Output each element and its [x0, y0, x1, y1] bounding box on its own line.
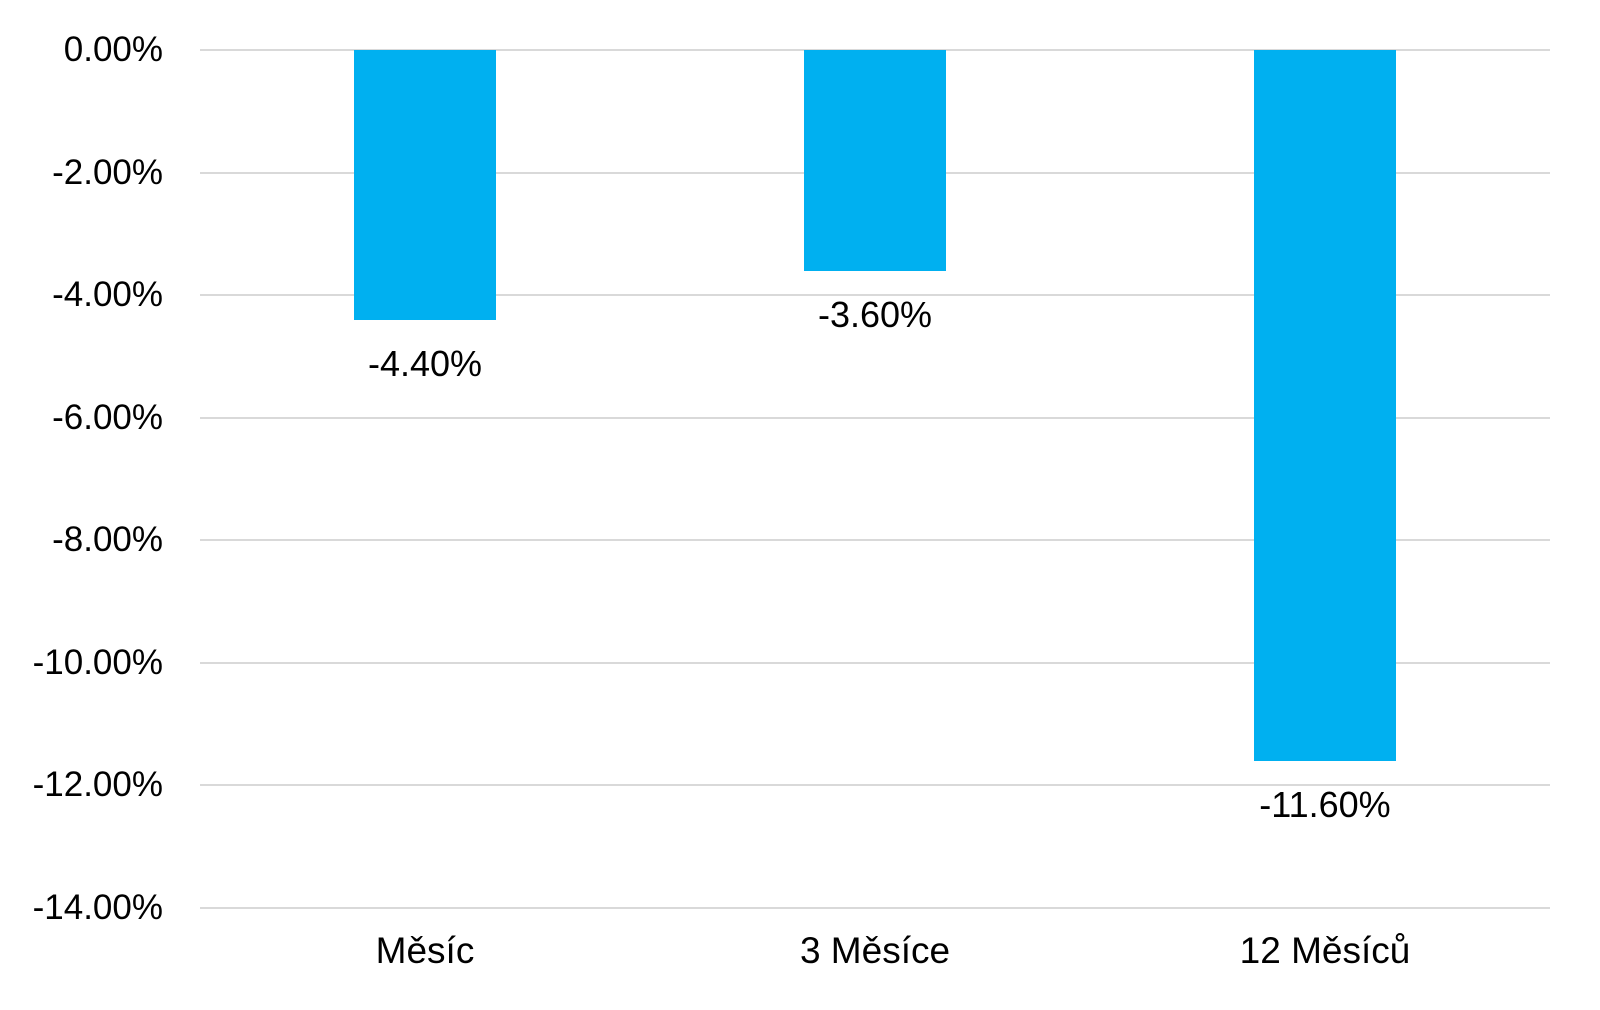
- bar-data-label: -4.40%: [367, 342, 483, 384]
- y-axis-tick-label: -8.00%: [52, 520, 163, 560]
- gridline: [200, 907, 1550, 909]
- x-axis-category-label: Měsíc: [375, 930, 475, 971]
- bar: [804, 50, 946, 271]
- gridline: [200, 294, 1550, 297]
- bar: [354, 50, 496, 320]
- gridline: [200, 539, 1550, 542]
- y-axis-tick-label: -10.00%: [32, 642, 163, 682]
- x-axis-category-label: 12 Měsíců: [1239, 930, 1411, 971]
- bar-data-label: -11.60%: [1259, 783, 1391, 825]
- gridline: [200, 416, 1550, 419]
- y-axis-tick-label: -4.00%: [52, 275, 163, 315]
- y-axis-tick-label: -14.00%: [32, 888, 163, 927]
- bar-data-label: -3.60%: [817, 293, 933, 335]
- y-axis-tick-label: 0.00%: [63, 30, 163, 69]
- gridline: [200, 784, 1550, 787]
- x-axis-category-label: 3 Měsíce: [799, 930, 951, 971]
- y-axis-tick-label: -12.00%: [32, 765, 163, 805]
- bar: [1254, 50, 1396, 761]
- y-axis-tick-label: -2.00%: [52, 152, 163, 192]
- y-axis-tick-label: -6.00%: [52, 397, 163, 437]
- gridline: [200, 661, 1550, 664]
